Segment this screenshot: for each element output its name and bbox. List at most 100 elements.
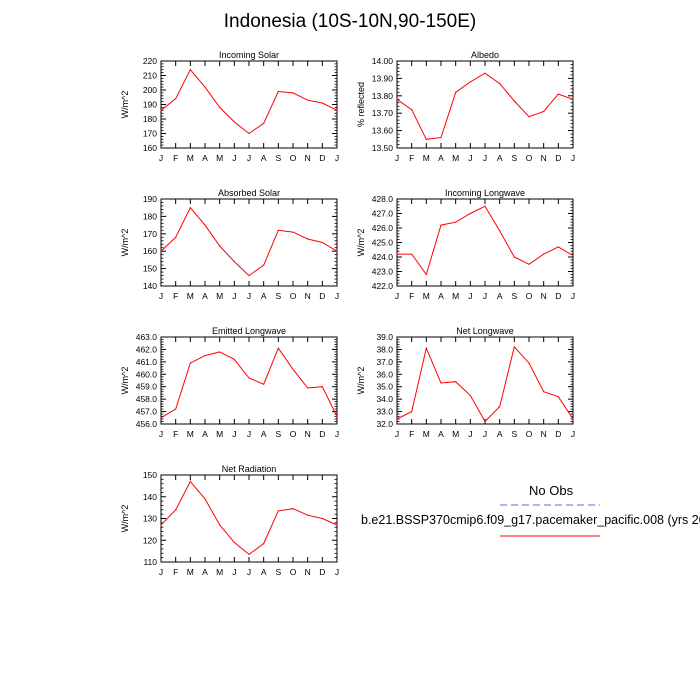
data-point [425, 273, 427, 275]
data-point [175, 509, 177, 511]
plot-frame [160, 60, 338, 149]
chart-incoming-longwave: Incoming Longwave W/m^2 422.0 423.0 424.0 425… [356, 188, 575, 301]
x-tick-label: M [452, 291, 459, 301]
data-point [160, 250, 162, 252]
x-tick-label: J [395, 153, 399, 163]
data-point [513, 100, 515, 102]
x-tick-label: F [173, 291, 178, 301]
y-tick-label: 426.0 [372, 223, 394, 233]
data-point [528, 116, 530, 118]
y-tick-label: 35.0 [376, 382, 393, 392]
series-line [160, 68, 338, 135]
data-point [543, 391, 545, 393]
plot-frame [160, 336, 338, 425]
data-point [292, 368, 294, 370]
x-tick-label: D [319, 429, 325, 439]
data-point [292, 231, 294, 233]
data-point [263, 542, 265, 545]
data-point [292, 92, 294, 94]
data-point [292, 508, 294, 510]
x-tick-label: A [438, 291, 444, 301]
data-point [277, 347, 279, 349]
data-point [336, 524, 338, 526]
data-point [440, 224, 442, 226]
data-point [204, 355, 206, 357]
data-point [336, 415, 338, 418]
data-point [513, 346, 515, 348]
y-tick-label: 458.0 [136, 394, 158, 404]
x-tick-label: S [275, 291, 281, 301]
chart-net-longwave: Net Longwave W/m^2 32.0 33.0 34.0 35.0 36.0 37.… [356, 326, 575, 439]
panel-title: Net Radiation [222, 464, 277, 474]
x-tick-label: D [319, 153, 325, 163]
y-tick-label: 220 [143, 56, 157, 66]
data-point [263, 264, 265, 266]
data-point [543, 253, 545, 255]
y-tick-label: 14.00 [372, 56, 394, 66]
data-point [572, 418, 574, 420]
x-tick-label: A [202, 153, 208, 163]
data-point [175, 98, 177, 100]
x-tick-label: J [159, 291, 163, 301]
x-tick-label: N [305, 429, 311, 439]
x-tick-label: J [483, 153, 487, 163]
x-tick-label: S [275, 429, 281, 439]
data-point [233, 541, 235, 544]
panel-title: Incoming Longwave [445, 188, 525, 198]
x-tick-label: J [247, 567, 251, 577]
x-tick-label: D [555, 429, 561, 439]
data-point [233, 121, 235, 123]
y-tick-label: 13.50 [372, 143, 394, 153]
y-tick-label: 13.90 [372, 73, 394, 83]
x-tick-label: S [275, 567, 281, 577]
data-point [219, 245, 221, 247]
x-tick-label: J [232, 429, 236, 439]
y-axis-label: W/m^2 [120, 91, 130, 119]
y-axis-label: W/m^2 [120, 505, 130, 533]
y-tick-label: 424.0 [372, 252, 394, 262]
x-tick-label: N [541, 291, 547, 301]
y-tick-label: 140 [143, 281, 157, 291]
data-point [307, 387, 309, 389]
data-point [263, 383, 265, 385]
x-tick-label: O [290, 567, 297, 577]
x-tick-label: J [335, 567, 339, 577]
x-tick-label: J [468, 153, 472, 163]
x-tick-label: O [290, 429, 297, 439]
x-tick-label: J [571, 429, 575, 439]
x-tick-label: A [497, 429, 503, 439]
x-tick-label: J [395, 291, 399, 301]
x-tick-label: F [409, 291, 414, 301]
series-line [396, 345, 574, 423]
data-point [499, 83, 501, 85]
data-point [396, 418, 398, 420]
data-point [321, 241, 323, 244]
data-point [219, 106, 221, 108]
y-tick-label: 39.0 [376, 332, 393, 342]
x-tick-label: M [216, 153, 223, 163]
y-tick-label: 457.0 [136, 407, 158, 417]
y-tick-label: 423.0 [372, 267, 394, 277]
x-tick-label: M [423, 153, 430, 163]
series-line [160, 480, 338, 556]
x-tick-label: N [305, 291, 311, 301]
plot-frame [396, 336, 574, 425]
data-point [336, 109, 338, 111]
chart-albedo: Albedo % reflected 13.50 13.60 13.70 13.80 13.… [356, 50, 575, 163]
data-point [248, 553, 250, 555]
data-point [411, 253, 413, 255]
x-tick-label: F [173, 429, 178, 439]
x-tick-label: A [202, 291, 208, 301]
y-axis-label: % reflected [356, 82, 366, 127]
x-tick-label: M [187, 429, 194, 439]
x-tick-label: J [159, 429, 163, 439]
data-point [572, 98, 574, 100]
chart-incoming-solar: Incoming Solar W/m^2 160 170 180 190 200 210 220… [120, 50, 339, 163]
data-point [528, 362, 530, 364]
y-tick-label: 180 [143, 114, 157, 124]
x-tick-label: A [438, 153, 444, 163]
y-tick-label: 459.0 [136, 382, 158, 392]
chart-emitted-longwave: Emitted Longwave W/m^2 456.0 457.0 458.0 459.… [120, 326, 339, 439]
data-point [499, 406, 501, 408]
